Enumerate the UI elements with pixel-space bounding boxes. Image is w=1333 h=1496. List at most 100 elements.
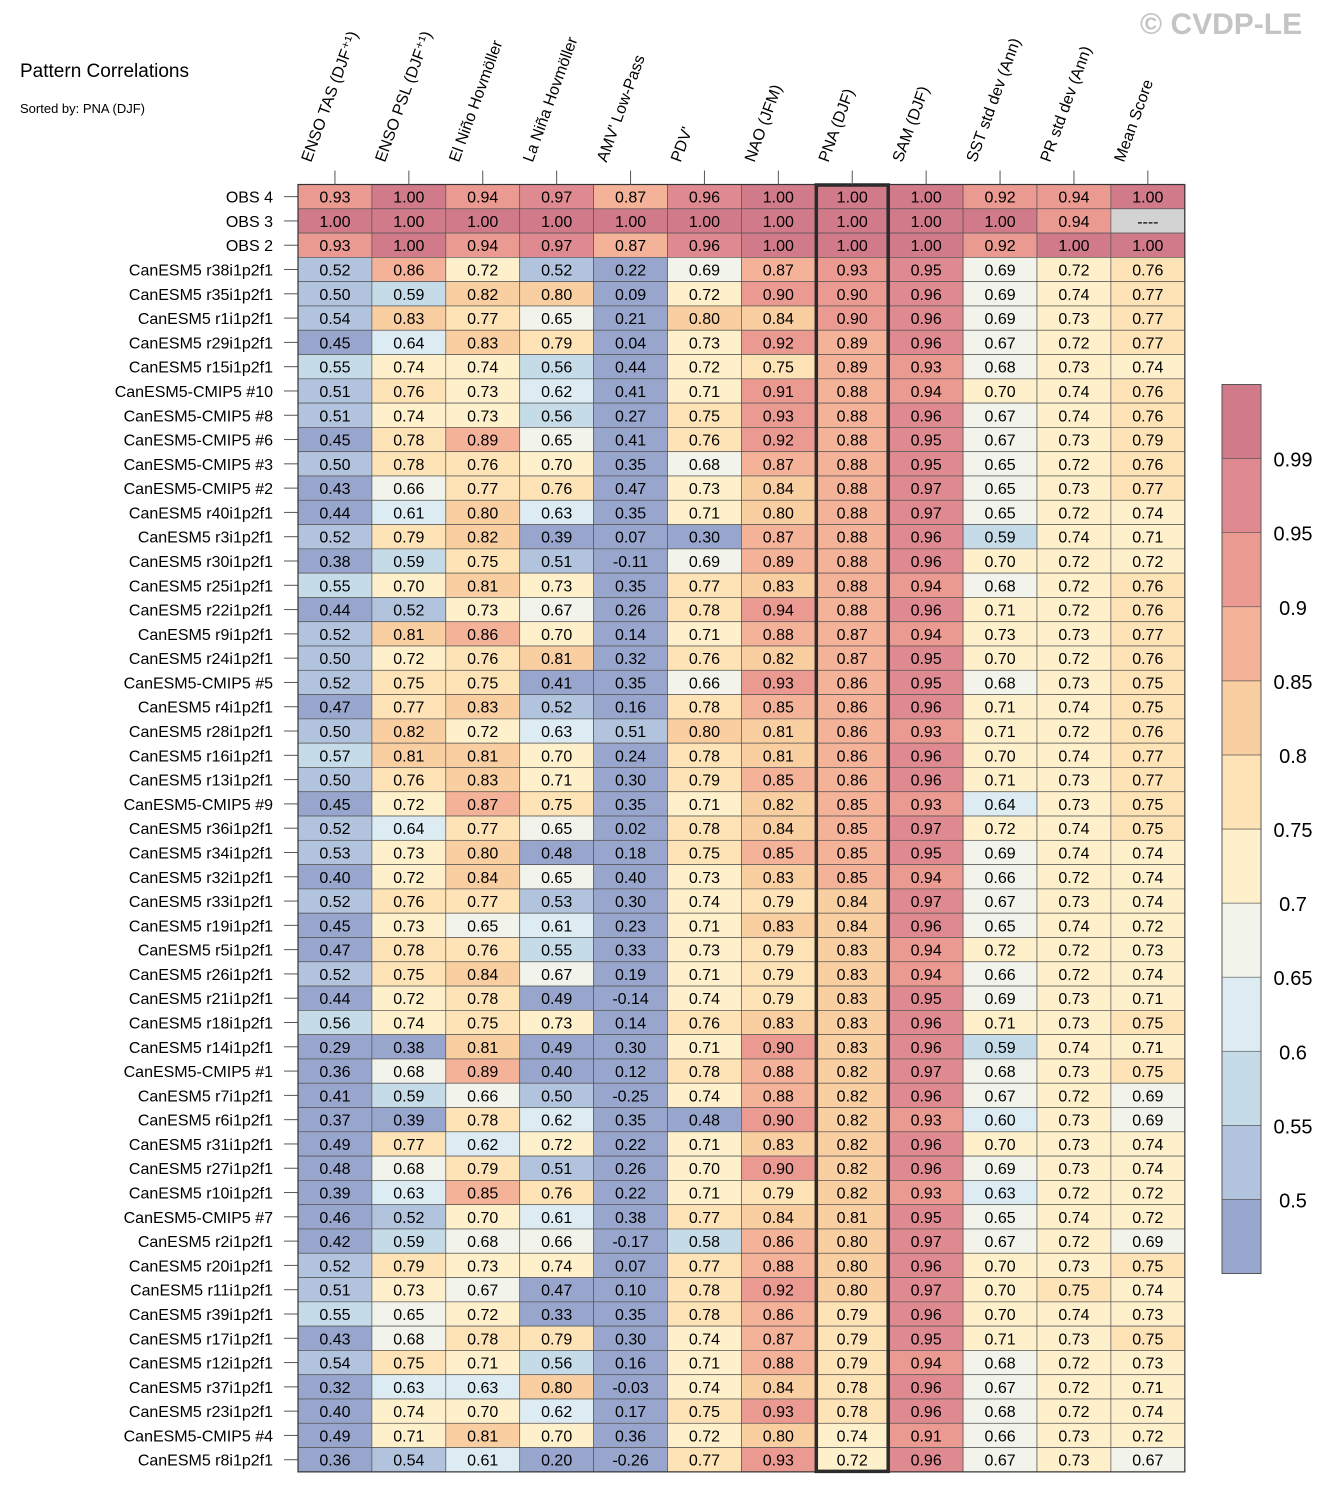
cell-value-label: 0.84 bbox=[763, 311, 794, 328]
cell-value-label: 0.75 bbox=[1132, 797, 1163, 814]
row-label: CanESM5 r7i1p2f1 bbox=[138, 1088, 273, 1105]
cell-value-label: 0.35 bbox=[615, 675, 646, 692]
cell-value-label: 0.93 bbox=[911, 1186, 942, 1203]
cell-value-label: 0.66 bbox=[393, 481, 424, 498]
cell-value-label: 0.72 bbox=[984, 943, 1015, 960]
heatmap-cell bbox=[297, 1325, 373, 1351]
heatmap-cell bbox=[445, 839, 521, 865]
cell-value-label: 0.95 bbox=[911, 675, 942, 692]
heatmap-cell bbox=[962, 184, 1038, 210]
row-label: CanESM5 r29i1p2f1 bbox=[129, 335, 273, 352]
cell-value-label: 0.72 bbox=[1058, 335, 1089, 352]
heatmap-cell bbox=[962, 1350, 1038, 1376]
cell-value-label: 0.82 bbox=[837, 1088, 868, 1105]
heatmap-cell bbox=[445, 1131, 521, 1157]
heatmap-cell bbox=[1110, 912, 1186, 938]
cell-value-label: 0.73 bbox=[1058, 481, 1089, 498]
cell-value-label: 0.72 bbox=[467, 1307, 498, 1324]
heatmap-cell bbox=[1110, 499, 1186, 525]
cell-value-label: 0.75 bbox=[467, 554, 498, 571]
cell-value-label: 0.73 bbox=[1058, 1016, 1089, 1033]
heatmap-cell bbox=[371, 524, 447, 550]
cell-value-label: 0.76 bbox=[467, 457, 498, 474]
cell-value-label: 0.49 bbox=[319, 1428, 350, 1445]
cell-value-label: 0.65 bbox=[467, 918, 498, 935]
cell-value-label: 0.73 bbox=[1058, 1113, 1089, 1130]
cell-value-label: 0.62 bbox=[541, 1113, 572, 1130]
cell-value-label: 0.74 bbox=[1132, 1283, 1163, 1300]
heatmap-cell bbox=[519, 1301, 594, 1327]
cell-value-label: 0.49 bbox=[541, 1040, 572, 1057]
row-label: CanESM5 r28i1p2f1 bbox=[129, 724, 273, 741]
heatmap-cell bbox=[962, 1131, 1038, 1157]
cell-value-label: 0.52 bbox=[541, 700, 572, 717]
row-label: CanESM5 r35i1p2f1 bbox=[129, 287, 273, 304]
cell-value-label: 0.35 bbox=[615, 1113, 646, 1130]
heatmap-cell bbox=[1110, 961, 1186, 987]
heatmap-cell bbox=[371, 718, 447, 744]
cell-value-label: 0.93 bbox=[763, 1404, 794, 1421]
cell-value-label: 0.70 bbox=[467, 1404, 498, 1421]
cell-value-label: 0.74 bbox=[1132, 1404, 1163, 1421]
heatmap-frame bbox=[297, 183, 1186, 1473]
cell-value-label: 0.55 bbox=[319, 1307, 350, 1324]
cell-value-label: 0.56 bbox=[541, 408, 572, 425]
cell-value-label: 0.83 bbox=[837, 1040, 868, 1057]
cell-value-label: 0.81 bbox=[393, 748, 424, 765]
cell-value-label: 0.45 bbox=[319, 433, 350, 450]
heatmap-cell bbox=[1036, 524, 1112, 550]
cell-value-label: 0.96 bbox=[911, 1404, 942, 1421]
cell-value-label: 0.73 bbox=[1058, 1258, 1089, 1275]
row-label: CanESM5 r34i1p2f1 bbox=[129, 845, 273, 862]
heatmap-cell bbox=[371, 281, 447, 307]
cell-value-label: 0.50 bbox=[319, 287, 350, 304]
cell-value-label: 1.00 bbox=[763, 238, 794, 255]
heatmap-cell bbox=[1110, 1277, 1186, 1303]
heatmap-cell bbox=[519, 232, 594, 258]
cell-value-label: 0.17 bbox=[615, 1404, 646, 1421]
cell-value-label: 0.63 bbox=[541, 505, 572, 522]
cell-value-label: 0.73 bbox=[467, 408, 498, 425]
cell-value-label: 0.84 bbox=[467, 870, 498, 887]
row-label: CanESM5 r27i1p2f1 bbox=[129, 1161, 273, 1178]
cell-value-label: 0.90 bbox=[763, 1161, 794, 1178]
cell-value-label: 0.51 bbox=[615, 724, 646, 741]
cell-value-label: 0.72 bbox=[1058, 1186, 1089, 1203]
cell-value-label: 0.73 bbox=[1132, 1356, 1163, 1373]
heatmap-cell bbox=[371, 1058, 447, 1084]
cell-value-label: 1.00 bbox=[319, 214, 350, 231]
cell-value-label: 0.78 bbox=[689, 1064, 720, 1081]
cell-value-label: 0.82 bbox=[837, 1113, 868, 1130]
cell-value-label: 0.71 bbox=[689, 967, 720, 984]
cell-value-label: 0.95 bbox=[911, 991, 942, 1008]
cell-value-label: 0.96 bbox=[911, 1258, 942, 1275]
heatmap-cell bbox=[1110, 621, 1186, 647]
cell-value-label: 0.65 bbox=[984, 481, 1015, 498]
heatmap-cell bbox=[667, 257, 742, 283]
cell-value-label: 0.66 bbox=[689, 675, 720, 692]
heatmap-cell bbox=[1036, 669, 1112, 695]
cell-value-label: 0.88 bbox=[837, 481, 868, 498]
cell-value-label: 0.43 bbox=[319, 1331, 350, 1348]
cell-value-label: 0.72 bbox=[1058, 505, 1089, 522]
cell-value-label: 0.77 bbox=[467, 481, 498, 498]
heatmap-cell bbox=[371, 1180, 447, 1206]
cell-value-label: 0.66 bbox=[541, 1234, 572, 1251]
cell-value-label: 1.00 bbox=[837, 190, 868, 207]
column-label: ENSO PSL (DJF⁺¹) bbox=[373, 29, 436, 164]
cell-value-label: 0.74 bbox=[1058, 530, 1089, 547]
cell-value-label: 0.97 bbox=[911, 1234, 942, 1251]
heatmap-cell bbox=[1036, 1180, 1112, 1206]
heatmap-cell bbox=[962, 1374, 1038, 1400]
heatmap-cell bbox=[962, 742, 1038, 768]
heatmap-cell bbox=[667, 1131, 742, 1157]
cell-value-label: 0.68 bbox=[689, 457, 720, 474]
cell-value-label: 0.75 bbox=[393, 1356, 424, 1373]
row-label: OBS 4 bbox=[226, 190, 273, 207]
cell-value-label: 0.56 bbox=[319, 1016, 350, 1033]
cell-value-label: 0.74 bbox=[1132, 845, 1163, 862]
cell-value-label: 0.76 bbox=[1132, 408, 1163, 425]
cell-value-label: 0.67 bbox=[984, 335, 1015, 352]
cell-value-label: 1.00 bbox=[393, 238, 424, 255]
heatmap-cell bbox=[445, 1107, 521, 1133]
